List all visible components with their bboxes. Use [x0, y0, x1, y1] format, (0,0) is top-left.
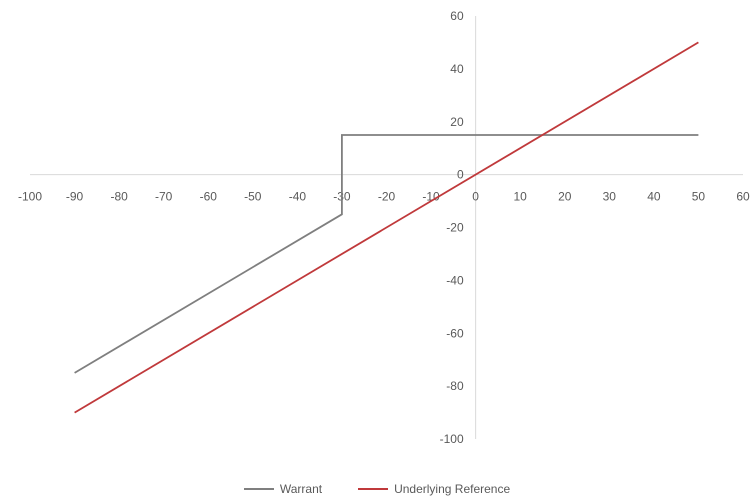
x-tick-label: -80 [110, 190, 128, 204]
y-tick-label: -60 [446, 326, 464, 340]
x-tick-label: 50 [692, 190, 706, 204]
y-tick-label: -80 [446, 379, 464, 393]
x-tick-label: 40 [647, 190, 661, 204]
y-tick-label: 40 [450, 62, 464, 76]
x-tick-label: -50 [244, 190, 262, 204]
y-tick-label: -100 [440, 432, 464, 446]
series-group [74, 41, 699, 414]
x-tick-label: 10 [514, 190, 528, 204]
x-tick-label: -40 [289, 190, 307, 204]
y-tick-label: -20 [446, 221, 464, 235]
x-tick-label: 60 [736, 190, 750, 204]
series-line-warrant [74, 134, 699, 374]
y-tick-label: -40 [446, 273, 464, 287]
series-line-underlying-reference [74, 41, 699, 414]
y-tick-label: 60 [450, 9, 464, 23]
y-tick-label: 0 [457, 168, 464, 182]
x-tick-label: -60 [200, 190, 218, 204]
x-tick-label: -90 [66, 190, 84, 204]
legend-swatch-underlying [358, 488, 389, 490]
legend-item-underlying: Underlying Reference [358, 482, 510, 496]
y-tick-label: 20 [450, 115, 464, 129]
x-tick-label: 0 [472, 190, 479, 204]
x-tick-label: 20 [558, 190, 572, 204]
legend-label-warrant: Warrant [279, 482, 323, 496]
legend-label-underlying: Underlying Reference [394, 482, 511, 496]
legend: Warrant Underlying Reference [0, 479, 754, 499]
x-tick-label: -70 [155, 190, 173, 204]
legend-item-warrant: Warrant [243, 482, 323, 496]
x-tick-label: -20 [378, 190, 396, 204]
chart-canvas: -100 -90 -80 -70 -60 -50 -40 -30 -20 -10 0 10 20 30 40… [18, 9, 750, 446]
legend-swatch-warrant [243, 488, 274, 490]
x-tick-label: 30 [603, 190, 617, 204]
x-tick-label: -10 [422, 190, 440, 204]
x-tick-label: -100 [18, 190, 42, 204]
